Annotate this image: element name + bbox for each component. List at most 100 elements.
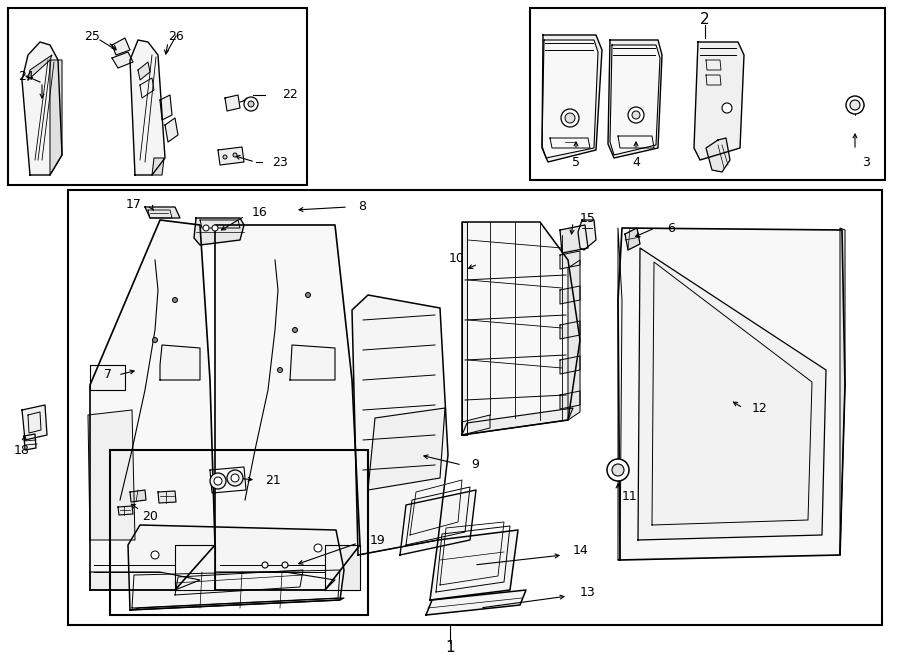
Circle shape (212, 225, 218, 231)
Polygon shape (158, 491, 176, 503)
Bar (68, 190, 882, 625)
Polygon shape (560, 225, 588, 253)
Polygon shape (560, 391, 580, 409)
Text: 11: 11 (622, 490, 638, 502)
Polygon shape (618, 228, 845, 560)
Circle shape (314, 544, 322, 552)
Circle shape (151, 551, 159, 559)
Circle shape (277, 368, 283, 373)
Polygon shape (560, 251, 580, 269)
Circle shape (561, 109, 579, 127)
Polygon shape (578, 220, 596, 250)
Text: 7: 7 (104, 368, 112, 381)
Bar (110, 450, 368, 615)
Circle shape (210, 473, 226, 489)
Polygon shape (130, 490, 146, 502)
Polygon shape (608, 40, 662, 158)
Text: 17: 17 (126, 198, 142, 212)
Circle shape (173, 297, 177, 303)
Polygon shape (542, 40, 598, 158)
Polygon shape (152, 158, 164, 175)
Circle shape (282, 562, 288, 568)
Polygon shape (112, 52, 133, 68)
Text: 4: 4 (632, 155, 640, 169)
Text: 13: 13 (580, 586, 596, 598)
Text: 3: 3 (862, 155, 870, 169)
Polygon shape (22, 405, 47, 440)
Text: 8: 8 (358, 200, 366, 214)
Circle shape (846, 96, 864, 114)
Polygon shape (568, 260, 580, 420)
Polygon shape (22, 42, 62, 175)
Polygon shape (145, 207, 180, 218)
Text: 15: 15 (580, 212, 596, 225)
Polygon shape (28, 55, 52, 80)
Circle shape (722, 103, 732, 113)
Polygon shape (112, 38, 130, 55)
Text: 2: 2 (700, 13, 710, 28)
Polygon shape (430, 530, 518, 600)
Polygon shape (610, 45, 660, 155)
Polygon shape (24, 434, 36, 450)
Polygon shape (225, 95, 240, 111)
Text: 16: 16 (252, 206, 268, 219)
Polygon shape (352, 295, 448, 555)
Circle shape (850, 100, 860, 110)
Polygon shape (175, 545, 215, 590)
Text: 9: 9 (471, 459, 479, 471)
Polygon shape (165, 118, 178, 142)
Text: 5: 5 (572, 155, 580, 169)
Polygon shape (694, 42, 744, 160)
Circle shape (214, 477, 222, 485)
Circle shape (632, 111, 640, 119)
Polygon shape (462, 222, 580, 435)
Polygon shape (400, 490, 476, 555)
Circle shape (152, 338, 158, 342)
Polygon shape (215, 225, 360, 590)
Polygon shape (325, 545, 360, 590)
Polygon shape (542, 35, 602, 162)
Polygon shape (90, 365, 125, 390)
Polygon shape (50, 60, 62, 175)
Circle shape (231, 474, 239, 482)
Polygon shape (215, 572, 335, 590)
Text: 26: 26 (168, 30, 184, 42)
Polygon shape (560, 286, 580, 304)
Text: 21: 21 (265, 473, 281, 486)
Text: 22: 22 (282, 89, 298, 102)
Text: 25: 25 (84, 30, 100, 42)
Text: 24: 24 (18, 69, 34, 83)
Text: 10: 10 (449, 251, 465, 264)
Polygon shape (90, 220, 215, 590)
Polygon shape (426, 590, 526, 615)
Polygon shape (462, 408, 573, 435)
Bar (8, 8, 307, 185)
Polygon shape (290, 345, 335, 380)
Circle shape (607, 459, 629, 481)
Circle shape (612, 464, 624, 476)
Polygon shape (706, 138, 730, 172)
Text: 14: 14 (573, 545, 589, 557)
Circle shape (305, 293, 310, 297)
Text: 23: 23 (272, 155, 288, 169)
Polygon shape (218, 147, 244, 165)
Polygon shape (160, 345, 200, 380)
Polygon shape (160, 95, 172, 120)
Polygon shape (625, 228, 640, 250)
Polygon shape (90, 572, 200, 590)
Polygon shape (560, 356, 580, 374)
Polygon shape (462, 415, 490, 435)
Polygon shape (118, 506, 133, 515)
Circle shape (223, 155, 227, 159)
Polygon shape (618, 228, 622, 560)
Circle shape (565, 113, 575, 123)
Polygon shape (88, 410, 135, 540)
Polygon shape (128, 525, 344, 610)
Polygon shape (638, 248, 826, 540)
Text: 18: 18 (14, 444, 30, 457)
Circle shape (203, 225, 209, 231)
Circle shape (262, 562, 268, 568)
Text: 6: 6 (667, 221, 675, 235)
Text: 1: 1 (446, 641, 454, 656)
Polygon shape (368, 408, 445, 490)
